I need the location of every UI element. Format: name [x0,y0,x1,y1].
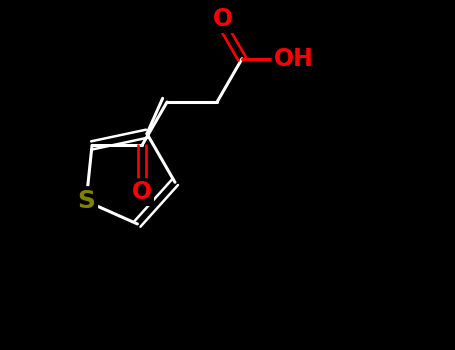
Text: S: S [77,189,95,213]
Text: O: O [132,180,152,204]
Text: OH: OH [273,47,313,71]
Text: O: O [212,7,233,31]
